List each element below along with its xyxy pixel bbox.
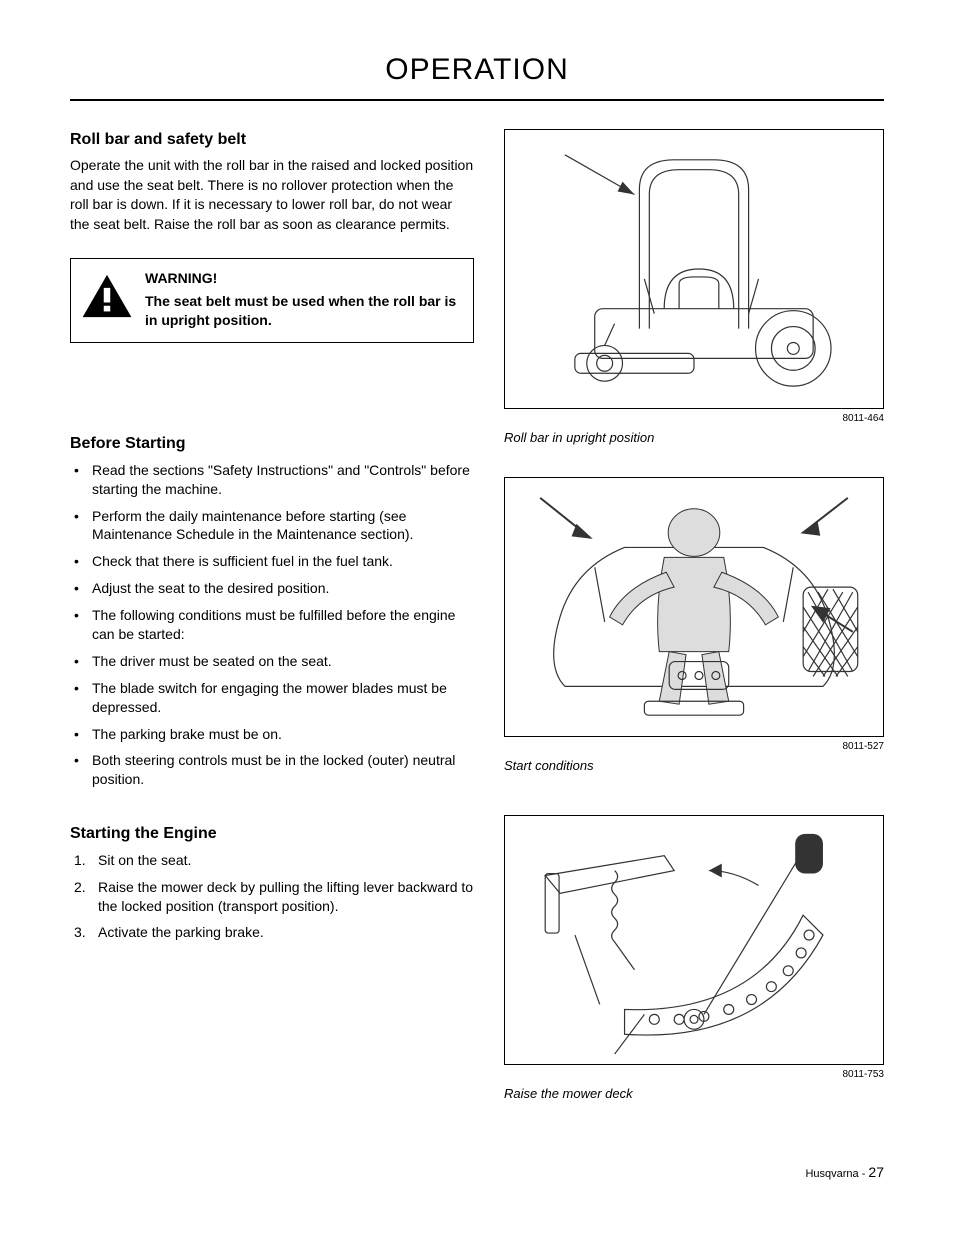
section-roll-bar: Roll bar and safety belt Operate the uni… bbox=[70, 129, 474, 344]
figure-caption: Roll bar in upright position bbox=[504, 429, 884, 447]
footer-sep: - bbox=[859, 1168, 869, 1180]
heading-before-starting: Before Starting bbox=[70, 433, 474, 455]
list-item: Adjust the seat to the desired position. bbox=[92, 579, 474, 598]
list-item: Activate the parking brake. bbox=[98, 923, 474, 942]
list-item: Check that there is sufficient fuel in t… bbox=[92, 552, 474, 571]
heading-roll-bar: Roll bar and safety belt bbox=[70, 129, 474, 151]
heading-starting-engine: Starting the Engine bbox=[70, 823, 474, 845]
illustration-raise-deck bbox=[505, 816, 883, 1064]
list-item: Both steering controls must be in the lo… bbox=[92, 751, 474, 789]
figure-id: 8011-527 bbox=[504, 740, 884, 754]
figure-frame bbox=[504, 477, 884, 737]
list-item: The driver must be seated on the seat. bbox=[92, 652, 474, 671]
list-item: Perform the daily maintenance before sta… bbox=[92, 507, 474, 545]
figure-frame bbox=[504, 129, 884, 409]
figure-id: 8011-753 bbox=[504, 1068, 884, 1082]
page-footer: Husqvarna - 27 bbox=[70, 1163, 884, 1182]
figure-id: 8011-464 bbox=[504, 412, 884, 426]
warning-triangle-icon bbox=[81, 273, 133, 319]
figure-raise-deck: 8011-753 Raise the mower deck bbox=[504, 815, 884, 1103]
warning-label: WARNING! bbox=[145, 269, 459, 288]
list-item: Read the sections "Safety Instructions" … bbox=[92, 461, 474, 499]
illustration-roll-bar bbox=[505, 130, 883, 408]
figure-caption: Start conditions bbox=[504, 757, 884, 775]
list-item: The blade switch for engaging the mower … bbox=[92, 679, 474, 717]
warning-body: The seat belt must be used when the roll… bbox=[145, 293, 456, 328]
figure-frame bbox=[504, 815, 884, 1065]
section-before-starting: Before Starting Read the sections "Safet… bbox=[70, 433, 474, 789]
figure-roll-bar: 8011-464 Roll bar in upright position bbox=[504, 129, 884, 447]
starting-engine-list: Sit on the seat. Raise the mower deck by… bbox=[70, 851, 474, 943]
list-item: Raise the mower deck by pulling the lift… bbox=[98, 878, 474, 916]
warning-text: WARNING! The seat belt must be used when… bbox=[145, 269, 459, 330]
list-item: The following conditions must be fulfill… bbox=[92, 606, 474, 644]
page-number: 27 bbox=[868, 1164, 884, 1180]
section-starting-engine: Starting the Engine Sit on the seat. Rai… bbox=[70, 823, 474, 942]
figure-start-conditions: 8011-527 Start conditions bbox=[504, 477, 884, 775]
body-roll-bar: Operate the unit with the roll bar in th… bbox=[70, 156, 474, 234]
page-title: OPERATION bbox=[70, 50, 884, 101]
before-starting-list: Read the sections "Safety Instructions" … bbox=[70, 461, 474, 789]
content-columns: Roll bar and safety belt Operate the uni… bbox=[70, 129, 884, 1133]
footer-brand: Husqvarna bbox=[805, 1168, 858, 1180]
left-column: Roll bar and safety belt Operate the uni… bbox=[70, 129, 474, 1133]
illustration-start-conditions bbox=[505, 478, 883, 736]
list-item: The parking brake must be on. bbox=[92, 725, 474, 744]
warning-box: WARNING! The seat belt must be used when… bbox=[70, 258, 474, 343]
right-column: 8011-464 Roll bar in upright position bbox=[504, 129, 884, 1133]
list-item: Sit on the seat. bbox=[98, 851, 474, 870]
figure-caption: Raise the mower deck bbox=[504, 1085, 884, 1103]
